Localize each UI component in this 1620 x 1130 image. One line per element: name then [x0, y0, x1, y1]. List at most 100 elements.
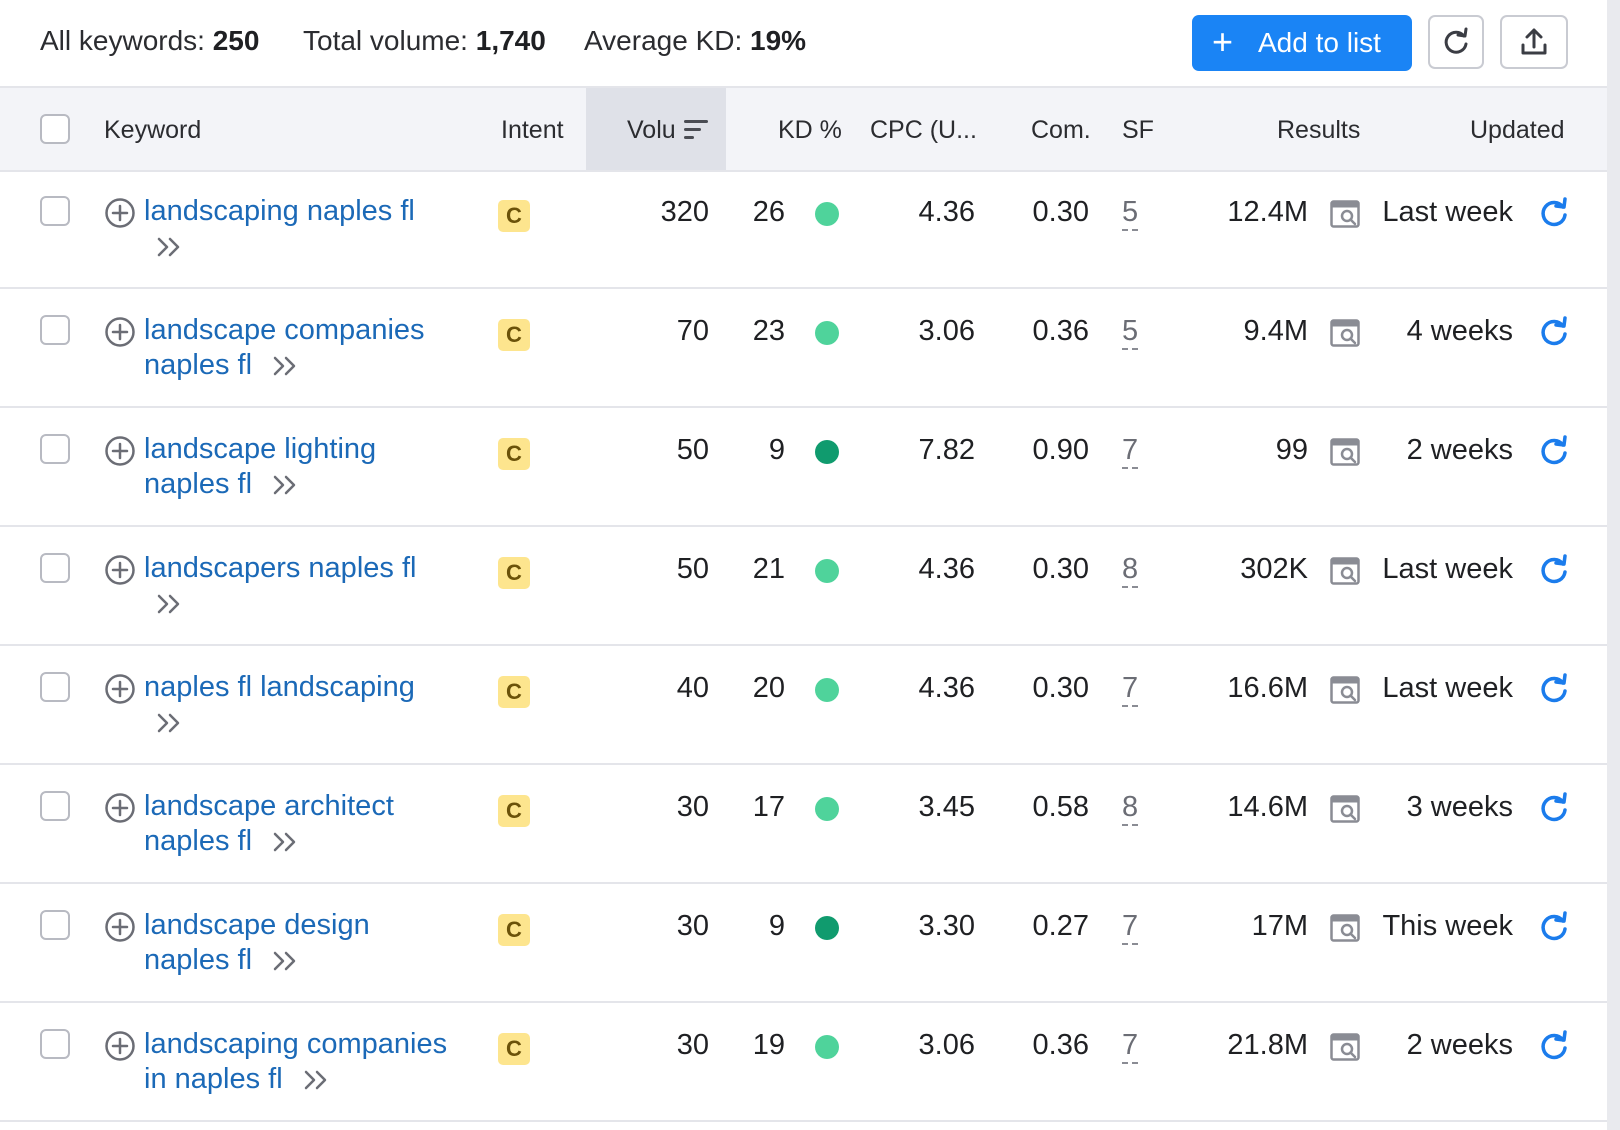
- update-metrics-icon[interactable]: [1538, 316, 1570, 348]
- serp-features-count[interactable]: 8: [1122, 553, 1139, 588]
- keyword-link[interactable]: landscapers naples fl: [144, 552, 416, 584]
- kd-value: 9: [768, 910, 785, 942]
- keyword-line-2: naples fl: [144, 944, 253, 976]
- select-all-checkbox[interactable]: [40, 114, 70, 144]
- keyword-link[interactable]: landscape lighting naples fl: [144, 433, 376, 500]
- column-kd[interactable]: KD %: [778, 116, 842, 144]
- cpc-value: 4.36: [918, 553, 975, 585]
- average-kd-value: 19%: [750, 25, 807, 56]
- keyword-link[interactable]: naples fl landscaping: [144, 671, 415, 703]
- keyword-line-1: landscape architect: [144, 790, 394, 822]
- row-checkbox[interactable]: [40, 196, 70, 226]
- all-keywords-stat: All keywords: 250: [40, 25, 259, 57]
- summary-bar: All keywords: 250 Total volume: 1,740 Av…: [0, 0, 1607, 88]
- serp-features-count[interactable]: 7: [1122, 672, 1139, 707]
- serp-preview-icon[interactable]: [1330, 438, 1360, 466]
- add-keyword-icon[interactable]: [104, 1030, 136, 1062]
- column-sf[interactable]: SF: [1122, 116, 1154, 144]
- add-keyword-icon[interactable]: [104, 197, 136, 229]
- table-row: landscaping naples fl C 320 26 4.36 0.30…: [0, 170, 1607, 289]
- double-chevron-right-icon[interactable]: [156, 593, 182, 615]
- serp-features-count[interactable]: 5: [1122, 315, 1139, 350]
- serp-preview-icon[interactable]: [1330, 200, 1360, 228]
- serp-preview-icon[interactable]: [1330, 676, 1360, 704]
- kd-difficulty-indicator: [815, 321, 839, 345]
- double-chevron-right-icon[interactable]: [156, 236, 182, 258]
- column-cpc[interactable]: CPC (U...: [870, 116, 977, 144]
- cpc-value: 3.06: [918, 315, 975, 347]
- serp-preview-icon[interactable]: [1330, 795, 1360, 823]
- update-metrics-icon[interactable]: [1538, 1030, 1570, 1062]
- update-metrics-icon[interactable]: [1538, 911, 1570, 943]
- double-chevron-right-icon[interactable]: [156, 712, 182, 734]
- export-button[interactable]: [1500, 15, 1568, 69]
- competition-value: 0.30: [1032, 672, 1089, 704]
- intent-badge: C: [498, 1033, 530, 1065]
- refresh-button[interactable]: [1428, 15, 1484, 69]
- keyword-cell: landscaping naples fl: [144, 194, 474, 264]
- update-metrics-icon[interactable]: [1538, 197, 1570, 229]
- serp-features-count[interactable]: 7: [1122, 910, 1139, 945]
- volume-value: 50: [676, 434, 709, 466]
- double-chevron-right-icon[interactable]: [272, 950, 298, 972]
- row-checkbox[interactable]: [40, 315, 70, 345]
- add-keyword-icon[interactable]: [104, 435, 136, 467]
- row-checkbox[interactable]: [40, 672, 70, 702]
- keyword-link[interactable]: landscape design naples fl: [144, 909, 370, 976]
- serp-preview-icon[interactable]: [1330, 557, 1360, 585]
- double-chevron-right-icon[interactable]: [303, 1069, 329, 1091]
- add-keyword-icon[interactable]: [104, 792, 136, 824]
- add-keyword-icon[interactable]: [104, 554, 136, 586]
- add-keyword-icon[interactable]: [104, 316, 136, 348]
- keyword-link[interactable]: landscape companies naples fl: [144, 314, 425, 381]
- update-metrics-icon[interactable]: [1538, 435, 1570, 467]
- column-keyword[interactable]: Keyword: [104, 116, 202, 144]
- column-updated[interactable]: Updated: [1470, 116, 1565, 144]
- double-chevron-right-icon[interactable]: [272, 355, 298, 377]
- table-row: landscaping companies in naples fl C 30 …: [0, 1003, 1607, 1122]
- keyword-line-1: landscaping naples fl: [144, 195, 415, 227]
- serp-features-count[interactable]: 8: [1122, 791, 1139, 826]
- add-keyword-icon[interactable]: [104, 911, 136, 943]
- column-com[interactable]: Com.: [1031, 116, 1091, 144]
- volume-value: 320: [660, 196, 709, 228]
- scrollbar-track[interactable]: [1607, 0, 1620, 1130]
- cpc-value: 4.36: [918, 196, 975, 228]
- keyword-link[interactable]: landscaping naples fl: [144, 195, 415, 227]
- serp-preview-icon[interactable]: [1330, 1033, 1360, 1061]
- competition-value: 0.30: [1032, 553, 1089, 585]
- kd-value: 17: [752, 791, 785, 823]
- row-checkbox[interactable]: [40, 1029, 70, 1059]
- add-keyword-icon[interactable]: [104, 673, 136, 705]
- keyword-line-2: naples fl: [144, 825, 253, 857]
- keyword-link[interactable]: landscaping companies in naples fl: [144, 1028, 447, 1095]
- keyword-line-2: in naples fl: [144, 1063, 283, 1095]
- serp-preview-icon[interactable]: [1330, 319, 1360, 347]
- double-chevron-right-icon[interactable]: [272, 831, 298, 853]
- column-results[interactable]: Results: [1277, 116, 1361, 144]
- row-checkbox[interactable]: [40, 553, 70, 583]
- total-volume-value: 1,740: [475, 25, 546, 56]
- double-chevron-right-icon[interactable]: [272, 474, 298, 496]
- keyword-link[interactable]: landscape architect naples fl: [144, 790, 394, 857]
- column-volume-sorted[interactable]: [586, 88, 726, 170]
- serp-features-count[interactable]: 7: [1122, 1029, 1139, 1064]
- row-checkbox[interactable]: [40, 791, 70, 821]
- update-metrics-icon[interactable]: [1538, 673, 1570, 705]
- results-value: 16.6M: [1227, 672, 1308, 704]
- sort-descending-icon[interactable]: [683, 118, 709, 142]
- update-metrics-icon[interactable]: [1538, 554, 1570, 586]
- row-checkbox[interactable]: [40, 434, 70, 464]
- table-row: landscape companies naples fl C 70 23 3.…: [0, 289, 1607, 408]
- row-checkbox[interactable]: [40, 910, 70, 940]
- cpc-value: 3.30: [918, 910, 975, 942]
- add-to-list-label: Add to list: [1258, 27, 1381, 58]
- serp-preview-icon[interactable]: [1330, 914, 1360, 942]
- serp-features-count[interactable]: 5: [1122, 196, 1139, 231]
- add-to-list-button[interactable]: + Add to list: [1192, 15, 1412, 71]
- update-metrics-icon[interactable]: [1538, 792, 1570, 824]
- column-intent[interactable]: Intent: [501, 116, 564, 144]
- column-volume[interactable]: Volu: [627, 116, 676, 144]
- serp-features-count[interactable]: 7: [1122, 434, 1139, 469]
